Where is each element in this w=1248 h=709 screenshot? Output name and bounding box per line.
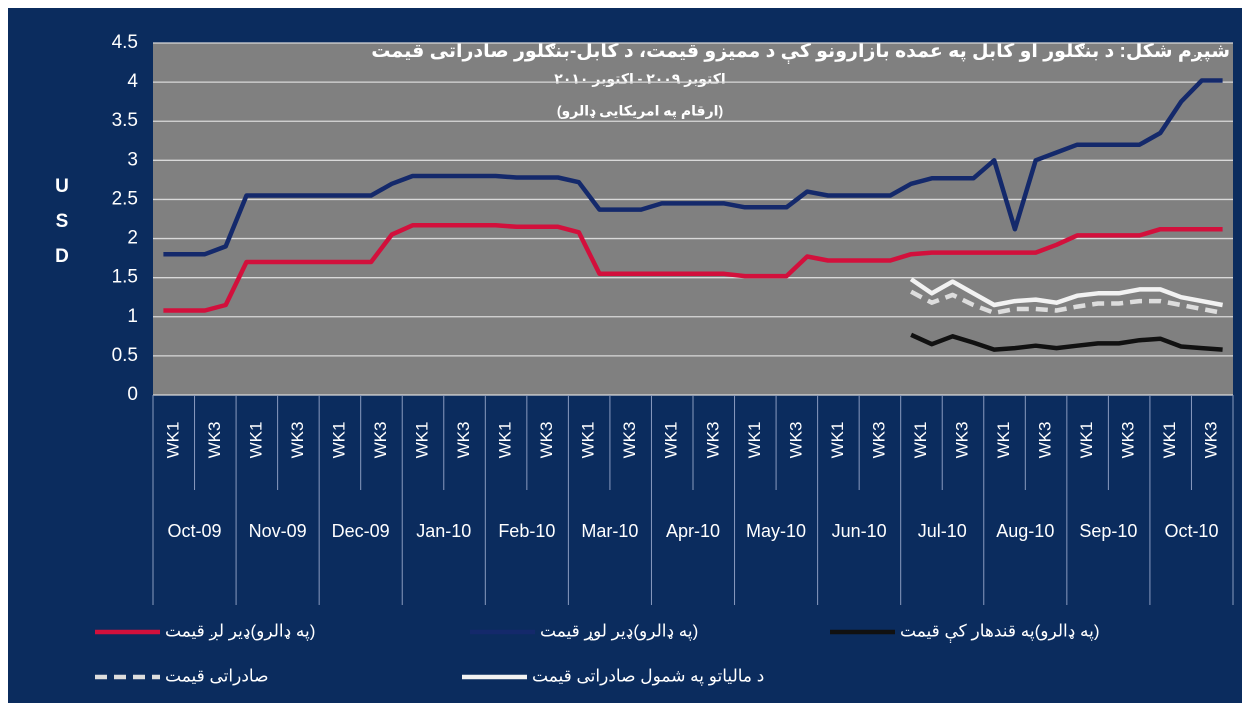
x-tick-label: WK1 [329,422,348,459]
month-label: Oct-10 [1164,521,1218,541]
y-tick-label: 2 [127,228,138,249]
month-label: Jan-10 [416,521,471,541]
y-tick-label: 4 [127,71,138,92]
x-tick-label: WK1 [412,422,431,459]
month-label: May-10 [746,521,806,541]
y-tick-label: 1.5 [112,267,138,288]
legend-label: صادراتی قیمت [165,666,269,685]
legend-label: (په ډالرو)په قندهار کې قیمت [900,621,1100,643]
series-line [163,223,1223,313]
x-tick-label: WK1 [828,422,847,459]
y-tick-label: 3.5 [112,110,138,131]
month-label: Jul-10 [918,521,967,541]
y-tick-label: 3 [127,149,138,170]
y-tick-label: 0 [127,384,138,405]
x-tick-label: WK1 [662,422,681,459]
legend-label: (په ډالرو)ډیر لوړ قیمت [540,621,698,641]
x-tick-label: WK1 [496,422,515,459]
legend-label: (په ډالرو)ډیر لږ قیمت [165,621,315,641]
x-tick-label: WK1 [163,422,182,459]
y-tick-label: 4.5 [112,32,138,53]
x-tick-label: WK3 [869,422,888,459]
legend-label: د مالیاتو په شمول صادراتی قیمت [532,666,764,686]
x-tick-label: WK3 [288,422,307,459]
x-tick-label: WK1 [745,422,764,459]
x-tick-label: WK3 [786,422,805,459]
chart-title: شپږم شکل: د بنګلور او کابل په عمده بازار… [371,41,1230,65]
x-tick-label: WK3 [1119,422,1138,459]
series-line [910,289,1224,316]
month-label: Sep-10 [1079,521,1137,541]
month-label: Nov-09 [249,521,307,541]
x-tick-label: WK3 [454,422,473,459]
x-tick-label: WK3 [703,422,722,459]
x-tick-label: WK3 [620,422,639,459]
x-tick-label: WK1 [994,422,1013,459]
x-tick-label: WK3 [205,422,224,459]
series-line [909,277,1224,308]
y-tick-label: 0.5 [112,345,138,366]
series-line [910,332,1223,352]
month-label: Aug-10 [996,521,1054,541]
y-tick-label: 2.5 [112,188,138,209]
month-label: Mar-10 [581,521,638,541]
x-tick-label: WK1 [1160,422,1179,459]
chart-subtitle: اکتوبر ۲۰۰۹ - اکتوبر ۲۰۱۰ [554,71,725,88]
x-tick-label: WK3 [952,422,971,459]
chart-note: (ارقام په امریکایی ډالرو) [557,103,723,120]
month-label: Oct-09 [168,521,222,541]
month-label: Apr-10 [666,521,720,541]
x-tick-label: WK3 [1036,422,1055,459]
x-tick-label: WK1 [579,422,598,459]
x-tick-label: WK1 [911,422,930,459]
month-label: Jun-10 [832,521,887,541]
month-label: Feb-10 [498,521,555,541]
x-tick-label: WK3 [371,422,390,459]
plot-area [153,43,1233,395]
series-line [163,78,1223,257]
y-tick-label: 1 [127,306,138,327]
x-tick-label: WK3 [537,422,556,459]
x-tick-label: WK1 [1077,422,1096,459]
month-label: Dec-09 [332,521,390,541]
x-tick-label: WK1 [246,422,265,459]
x-tick-label: WK3 [1202,422,1221,459]
